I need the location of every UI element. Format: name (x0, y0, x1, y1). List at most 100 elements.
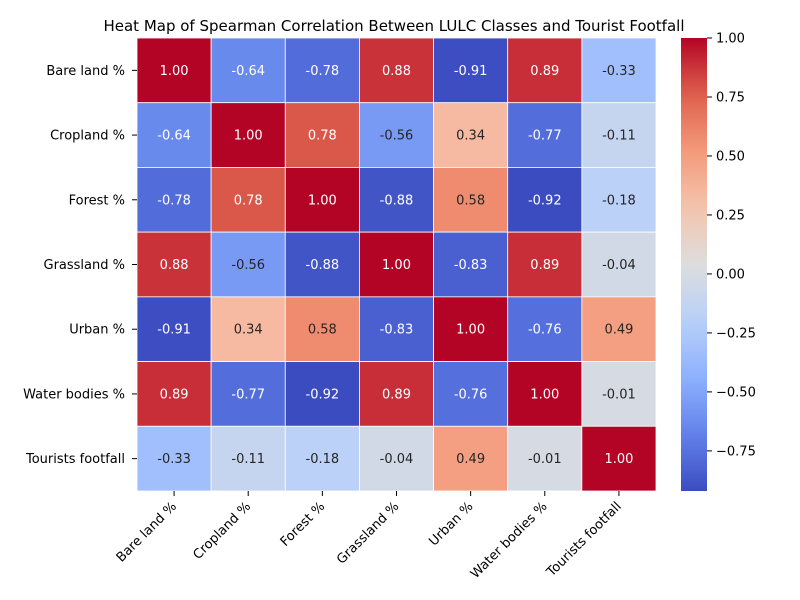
cell-value-label: 1.00 (160, 64, 189, 79)
cell-value-label: 0.89 (530, 258, 559, 273)
cell-value-label: -0.77 (231, 387, 265, 402)
cell-value-label: 0.49 (456, 452, 485, 467)
heatmap-cell (210, 37, 286, 104)
y-tick-label: Forest % (69, 193, 125, 208)
cell-value-label: -0.04 (380, 452, 414, 467)
heatmap-cell (284, 37, 360, 104)
cell-value-label: 0.89 (530, 64, 559, 79)
heatmap-cell (284, 296, 360, 362)
x-tick-label: Urban % (426, 499, 476, 549)
heatmap-cell (433, 361, 509, 427)
cell-value-label: 0.88 (160, 258, 189, 273)
cell-value-label: 0.78 (308, 129, 337, 144)
cell-value-label: -0.01 (602, 387, 636, 402)
colorbar-tick-label: −0.50 (716, 385, 756, 400)
cell-value-label: -0.76 (454, 387, 488, 402)
x-tick-label: Cropland % (190, 499, 254, 563)
heatmap-cell-labels: 1.00 -0.64 -0.78 0.88 -0.91 0.89 -0.33 -0.64 1.0… (157, 64, 635, 467)
heatmap-cell (284, 167, 360, 233)
colorbar-tick-label: −0.25 (716, 326, 756, 341)
heatmap-cell (507, 425, 583, 492)
heatmap-cell (359, 167, 434, 233)
cell-value-label: -0.83 (380, 323, 414, 338)
cell-value-label: -0.91 (157, 323, 191, 338)
x-tick-label: Bare land % (114, 499, 180, 565)
heatmap-cell (284, 361, 360, 427)
cell-value-label: -0.77 (528, 129, 562, 144)
heatmap-cell (433, 37, 509, 104)
y-axis: Bare land % Cropland % Forest % Grassland %… (23, 64, 137, 467)
heatmap-cell (581, 231, 657, 298)
cell-value-label: 0.89 (382, 387, 411, 402)
cell-value-label: -0.33 (157, 452, 191, 467)
cell-value-label: -0.88 (306, 258, 340, 273)
heatmap-cell (210, 231, 286, 298)
heatmap-cell (433, 425, 509, 492)
heatmap-cell (210, 167, 286, 233)
colorbar-tick-label: 1.00 (716, 32, 745, 47)
cell-value-label: -0.56 (231, 258, 265, 273)
heatmap-cell (581, 296, 657, 362)
cell-value-label: -0.91 (454, 64, 488, 79)
cell-value-label: -0.56 (380, 129, 414, 144)
cell-value-label: 0.49 (604, 323, 633, 338)
colorbar-tick-label: 0.25 (716, 208, 745, 223)
cell-value-label: 0.58 (308, 323, 337, 338)
cell-value-label: -0.83 (454, 258, 488, 273)
cell-value-label: -0.18 (306, 452, 340, 467)
cell-value-label: 0.89 (160, 387, 189, 402)
cell-value-label: -0.78 (157, 193, 191, 208)
heatmap-cell (359, 361, 434, 427)
y-tick-label: Grassland % (44, 258, 126, 273)
cell-value-label: -0.64 (157, 129, 191, 144)
cell-value-label: 1.00 (604, 452, 633, 467)
cell-value-label: 1.00 (308, 193, 337, 208)
chart-title: Heat Map of Spearman Correlation Between… (103, 17, 684, 35)
heatmap-cell (507, 167, 583, 233)
cell-value-label: -0.11 (231, 452, 265, 467)
x-axis: Bare land % Cropland % Forest % Grassland %… (114, 491, 625, 582)
cell-value-label: 1.00 (382, 258, 411, 273)
colorbar-tick-label: 0.50 (716, 149, 745, 164)
heatmap-cell (433, 167, 509, 233)
heatmap-cells (136, 37, 657, 492)
heatmap-cell (136, 231, 212, 298)
y-tick-label: Urban % (69, 323, 125, 338)
cell-value-label: 1.00 (530, 387, 559, 402)
colorbar-tick-label: 0.00 (716, 267, 745, 282)
heatmap-cell (581, 167, 657, 233)
x-tick-label: Grassland % (334, 499, 402, 567)
cell-value-label: 1.00 (234, 129, 263, 144)
heatmap-cell (284, 102, 360, 168)
cell-value-label: 0.34 (234, 323, 263, 338)
cell-value-label: -0.18 (602, 193, 636, 208)
cell-value-label: -0.01 (528, 452, 562, 467)
cell-value-label: 1.00 (456, 323, 485, 338)
x-tick-label: Water bodies % (468, 499, 551, 582)
heatmap-cell (433, 102, 509, 168)
cell-value-label: -0.33 (602, 64, 636, 79)
y-tick-label: Cropland % (50, 129, 125, 144)
heatmap-cell (359, 231, 434, 298)
y-tick-label: Tourists footfall (25, 452, 125, 467)
cell-value-label: 0.88 (382, 64, 411, 79)
heatmap-cell (136, 425, 212, 492)
heatmap-cell (507, 37, 583, 104)
heatmap-cell (284, 425, 360, 492)
colorbar-tick-label: −0.75 (716, 444, 756, 459)
heatmap-cell (581, 425, 657, 492)
heatmap-cell (359, 37, 434, 104)
cell-value-label: -0.92 (306, 387, 340, 402)
heatmap-cell (507, 102, 583, 168)
heatmap-cell (136, 296, 212, 362)
cell-value-label: 0.78 (234, 193, 263, 208)
heatmap-cell (136, 361, 212, 427)
cell-value-label: -0.11 (602, 129, 636, 144)
x-tick-label: Forest % (278, 499, 328, 549)
heatmap-cell (136, 37, 212, 104)
cell-value-label: 0.58 (456, 193, 485, 208)
cell-value-label: -0.92 (528, 193, 562, 208)
heatmap-cell (581, 102, 657, 168)
cell-value-label: 0.34 (456, 129, 485, 144)
